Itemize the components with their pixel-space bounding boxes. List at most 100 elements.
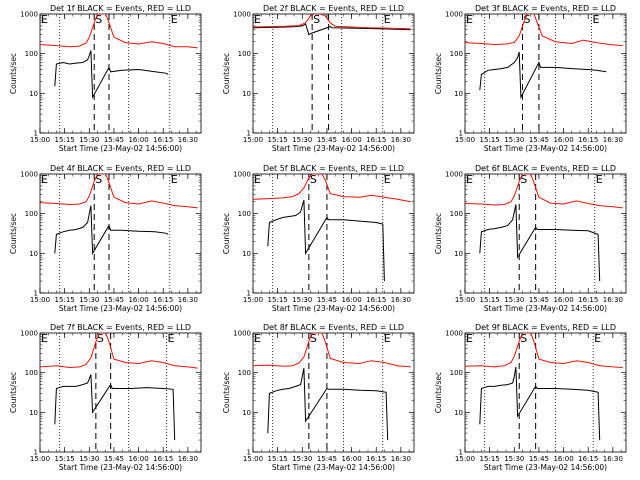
x-tick-label: 16:00 — [553, 455, 573, 463]
y-tick-label: 1000 — [233, 11, 251, 19]
events-series-line — [267, 368, 389, 441]
lld-series-line — [40, 14, 198, 49]
x-tick-label: 15:00 — [243, 136, 263, 144]
interval-marker-label: E — [466, 332, 473, 345]
y-tick-label: 1000 — [445, 330, 463, 338]
y-tick-label: 100 — [25, 369, 38, 377]
interval-marker-label: E — [384, 13, 391, 26]
chart-panel-6: Det 6f BLACK = Events, RED = LLD 1 10 100 10… — [434, 164, 627, 313]
x-tick-label: 16:30 — [391, 296, 411, 304]
x-tick-label: 16:15 — [366, 455, 386, 463]
y-tick-label: 10 — [454, 409, 463, 417]
panel-title: Det 3f BLACK = Events, RED = LLD — [475, 4, 616, 13]
x-tick-label: 15:45 — [317, 296, 337, 304]
x-axis-label: Start Time (23-May-02 14:56:00) — [272, 463, 395, 472]
x-tick-label: 15:00 — [243, 455, 263, 463]
x-tick-label: 15:00 — [455, 136, 475, 144]
y-tick-label: 1 — [459, 290, 463, 298]
y-tick-label: 100 — [238, 50, 251, 58]
x-tick-label: 15:45 — [104, 136, 124, 144]
x-tick-label: 15:15 — [480, 136, 500, 144]
events-series-line — [479, 204, 601, 282]
x-tick-label: 15:30 — [79, 136, 99, 144]
y-tick-label: 100 — [238, 369, 251, 377]
interval-marker-label: E — [593, 13, 600, 26]
x-tick-label: 15:15 — [55, 296, 75, 304]
panel-title: Det 2f BLACK = Events, RED = LLD — [263, 4, 404, 13]
y-tick-label: 1 — [459, 449, 463, 457]
plot-frame — [252, 13, 415, 134]
interval-marker-label: E — [384, 173, 391, 186]
panel-title: Det 6f BLACK = Events, RED = LLD — [475, 164, 616, 173]
y-axis-label: Counts/sec — [222, 213, 231, 254]
y-tick-label: 1000 — [445, 171, 463, 179]
x-axis-label: Start Time (23-May-02 14:56:00) — [484, 304, 607, 313]
x-axis-label: Start Time (23-May-02 14:56:00) — [484, 463, 607, 472]
x-axis-label: Start Time (23-May-02 14:56:00) — [272, 144, 395, 153]
x-tick-label: 16:30 — [178, 455, 198, 463]
x-tick-label: 15:15 — [268, 455, 288, 463]
x-tick-label: 16:15 — [578, 136, 598, 144]
events-series-line — [54, 50, 169, 100]
y-tick-label: 1 — [247, 449, 251, 457]
panel-title: Det 1f BLACK = Events, RED = LLD — [50, 4, 191, 13]
x-tick-label: 15:15 — [268, 296, 288, 304]
lld-series-line — [253, 174, 411, 203]
y-tick-label: 10 — [242, 250, 251, 258]
x-tick-label: 15:00 — [30, 296, 50, 304]
plot-frame — [464, 332, 627, 453]
x-tick-label: 16:15 — [153, 296, 173, 304]
interval-marker-label: E — [171, 173, 178, 186]
x-tick-label: 15:45 — [529, 296, 549, 304]
x-tick-label: 16:00 — [128, 136, 148, 144]
interval-marker-label: E — [466, 173, 473, 186]
chart-panel-2: Det 2f BLACK = Events, RED = LLD 1 10 100 10… — [222, 4, 415, 153]
chart-panel-9: Det 9f BLACK = Events, RED = LLD 1 10 100 10… — [434, 323, 627, 472]
y-tick-label: 10 — [242, 90, 251, 98]
y-tick-label: 100 — [450, 50, 463, 58]
x-tick-label: 16:30 — [603, 296, 623, 304]
y-tick-label: 1 — [247, 130, 251, 138]
x-tick-label: 15:00 — [30, 455, 50, 463]
interval-marker-label: E — [466, 13, 473, 26]
plot-frame — [464, 13, 627, 134]
interval-marker-label: S — [313, 13, 320, 26]
x-tick-label: 15:45 — [104, 296, 124, 304]
x-tick-label: 15:30 — [292, 296, 312, 304]
events-series-line — [479, 366, 601, 441]
x-axis-label: Start Time (23-May-02 14:56:00) — [59, 304, 182, 313]
y-tick-label: 100 — [238, 210, 251, 218]
y-tick-label: 10 — [242, 409, 251, 417]
y-tick-label: 1 — [34, 290, 38, 298]
interval-marker-label: S — [310, 173, 317, 186]
lld-series-line — [465, 333, 623, 368]
x-tick-label: 15:00 — [243, 296, 263, 304]
interval-marker-label: S — [95, 173, 102, 186]
x-tick-label: 16:15 — [578, 296, 598, 304]
lld-series-line — [465, 174, 623, 209]
interval-marker-label: E — [41, 332, 48, 345]
y-tick-label: 1000 — [233, 330, 251, 338]
x-tick-label: 16:15 — [578, 455, 598, 463]
interval-marker-label: E — [594, 332, 601, 345]
chart-panel-5: Det 5f BLACK = Events, RED = LLD 1 10 100 10… — [222, 164, 415, 313]
y-tick-label: 10 — [29, 250, 38, 258]
plot-frame — [252, 173, 415, 294]
interval-marker-label: S — [520, 173, 527, 186]
x-tick-label: 15:30 — [292, 455, 312, 463]
x-tick-label: 15:30 — [504, 455, 524, 463]
x-tick-label: 15:15 — [480, 296, 500, 304]
y-axis-label: Counts/sec — [9, 213, 18, 254]
interval-marker-label: S — [520, 332, 527, 345]
y-tick-label: 100 — [450, 369, 463, 377]
y-tick-label: 100 — [25, 210, 38, 218]
x-tick-label: 15:00 — [455, 296, 475, 304]
interval-marker-label: E — [168, 332, 175, 345]
interval-marker-label: S — [524, 13, 531, 26]
x-axis-label: Start Time (23-May-02 14:56:00) — [59, 463, 182, 472]
x-axis-label: Start Time (23-May-02 14:56:00) — [272, 304, 395, 313]
x-tick-label: 16:00 — [341, 455, 361, 463]
lld-series-line — [253, 14, 411, 30]
x-tick-label: 16:30 — [391, 455, 411, 463]
